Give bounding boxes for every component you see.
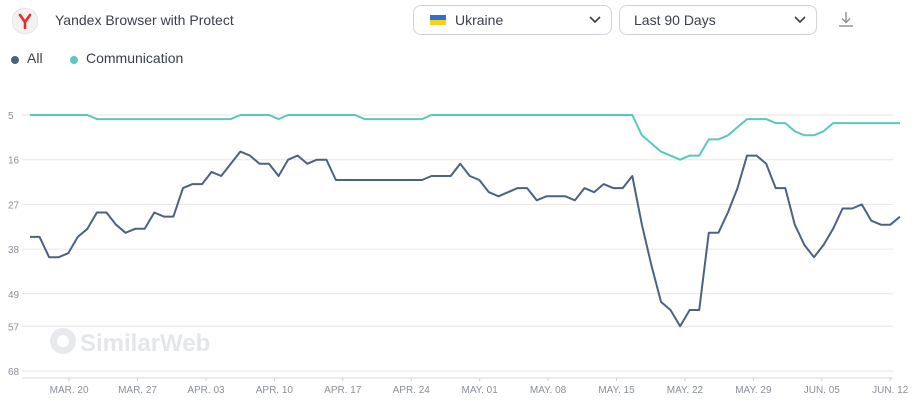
app-name: Yandex Browser with Protect — [55, 12, 234, 28]
y-tick-label: 57 — [8, 322, 20, 333]
x-tick-label: APR. 03 — [187, 385, 225, 396]
x-tick-label: APR. 24 — [393, 385, 431, 396]
legend-label-communication: Communication — [86, 50, 184, 66]
x-tick-label: MAR. 27 — [118, 385, 157, 396]
x-tick-label: JUN. 05 — [804, 385, 841, 396]
x-tick-label: MAY. 01 — [461, 385, 498, 396]
chart-grid — [22, 114, 893, 372]
x-tick-label: APR. 10 — [256, 385, 294, 396]
chart-legend: All Communication — [0, 48, 300, 70]
x-tick-label: MAY. 22 — [667, 385, 704, 396]
x-tick-label: MAY. 08 — [530, 385, 567, 396]
ukraine-flag-icon — [430, 15, 446, 25]
yandex-y-icon — [12, 8, 38, 34]
legend-label-all: All — [27, 50, 43, 66]
series-line-all[interactable] — [30, 150, 901, 328]
country-dropdown[interactable]: Ukraine — [413, 5, 612, 35]
y-tick-label: 49 — [8, 290, 20, 301]
y-axis: 5 16 27 38 49 57 68 — [8, 111, 20, 378]
chevron-down-icon — [589, 16, 601, 24]
header-bar: Yandex Browser with Protect Ukraine Last… — [0, 0, 915, 44]
chart-series — [30, 114, 901, 328]
x-tick-label: APR. 17 — [324, 385, 362, 396]
x-tick-label: JUN. 12 — [872, 385, 909, 396]
series-line-communication[interactable] — [30, 114, 900, 161]
watermark-text: SimilarWeb — [80, 330, 210, 357]
legend-dot-all — [11, 56, 19, 64]
x-tick-label: MAY. 29 — [735, 385, 772, 396]
period-dropdown[interactable]: Last 90 Days — [619, 5, 817, 35]
chevron-down-icon — [794, 16, 806, 24]
similarweb-watermark: SimilarWeb — [50, 328, 210, 357]
x-tick-label: MAR. 20 — [50, 385, 89, 396]
download-button[interactable] — [836, 9, 856, 29]
period-label: Last 90 Days — [634, 12, 716, 28]
x-tick-label: MAY. 15 — [598, 385, 635, 396]
download-icon — [839, 12, 853, 27]
x-axis: MAR. 20 MAR. 27 APR. 03 APR. 10 APR. 17 APR. … — [22, 377, 909, 396]
y-tick-label: 68 — [8, 367, 20, 378]
y-tick-label: 38 — [8, 245, 20, 256]
legend-dot-communication — [70, 56, 78, 64]
y-tick-label: 27 — [8, 200, 20, 211]
y-tick-label: 16 — [8, 156, 20, 167]
country-label: Ukraine — [455, 12, 504, 28]
y-tick-label: 5 — [8, 111, 14, 122]
